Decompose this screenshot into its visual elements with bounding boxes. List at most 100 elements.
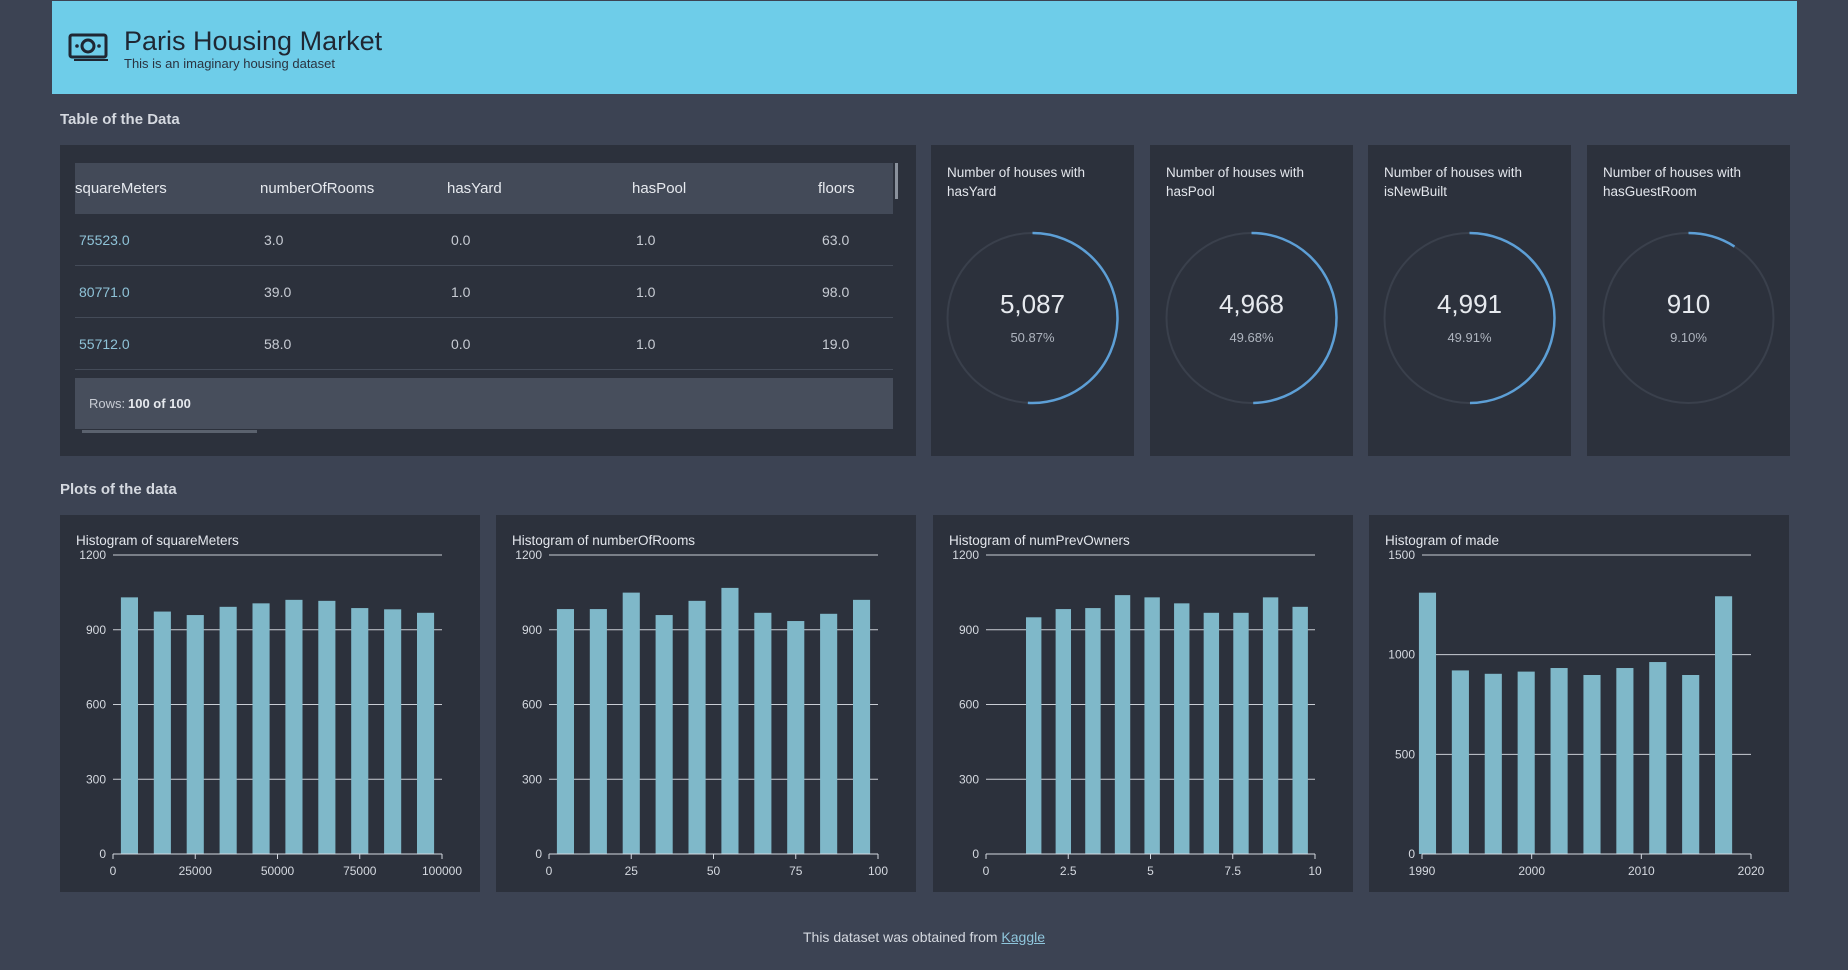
kpi-card: Number of houses with isNewBuilt 4,991 49.…	[1368, 145, 1571, 456]
chart: Histogram of numPrevOwners 0 300 600 900 1200…	[949, 533, 1322, 878]
kpi-card: Number of houses with hasGuestRoom 910 9.1…	[1587, 145, 1790, 456]
x-tick-label: 2010	[1628, 864, 1655, 878]
bar	[787, 621, 805, 854]
kpi-title: Number of houses with hasYard	[947, 165, 1086, 199]
table-card: Rows: 100 of 100 squareMeters numberOfRoo…	[60, 145, 916, 456]
table-header	[75, 163, 893, 214]
x-tick-label: 2.5	[1060, 864, 1077, 878]
ring-arc	[1027, 231, 1119, 405]
bar	[1144, 597, 1160, 854]
table-cell: 75523.0	[79, 232, 130, 248]
chart-card: Histogram of numPrevOwners 0 300 600 900 1200…	[933, 515, 1353, 892]
x-tick-label: 25000	[179, 864, 213, 878]
bar	[120, 597, 139, 854]
table-cell: 80771.0	[79, 284, 130, 300]
footer: This dataset was obtained from Kaggle	[0, 929, 1848, 945]
kpi-card: Number of houses with hasPool 4,968 49.68%	[1150, 145, 1353, 456]
bar	[1583, 674, 1601, 854]
rows-value: 100 of 100	[128, 396, 191, 411]
chart-title: Histogram of squareMeters	[76, 533, 239, 548]
kpi-value: 910	[1667, 289, 1710, 319]
ring-arc	[1688, 231, 1736, 248]
bar	[1616, 668, 1634, 854]
bar	[1203, 612, 1220, 854]
bar	[1484, 673, 1502, 854]
bar	[1114, 595, 1131, 854]
kpi-value: 5,087	[1000, 289, 1065, 319]
y-tick-label: 500	[1395, 747, 1415, 761]
y-tick-label: 1000	[1388, 648, 1415, 662]
column-header: hasYard	[447, 180, 502, 197]
bar	[416, 612, 435, 854]
kpi-title: Number of houses with hasPool	[1166, 165, 1305, 199]
kaggle-link[interactable]: Kaggle	[1001, 929, 1046, 945]
bar	[1262, 597, 1279, 854]
table-cell: 19.0	[822, 336, 850, 352]
x-tick-label: 2020	[1738, 864, 1765, 878]
column-header: floors	[818, 180, 855, 197]
y-tick-label: 600	[522, 698, 542, 712]
table-cell: 63.0	[822, 232, 850, 248]
x-tick-label: 50	[707, 864, 721, 878]
y-tick-label: 1500	[1388, 548, 1415, 562]
bar	[1026, 617, 1042, 854]
bar	[351, 608, 369, 854]
h-scrollbar	[82, 430, 257, 433]
x-tick-label: 50000	[261, 864, 295, 878]
chart: Histogram of squareMeters 0 300 600 900 1200 0…	[76, 533, 462, 878]
bar	[1649, 662, 1667, 854]
bar	[754, 612, 772, 854]
bar	[285, 599, 303, 854]
bar	[1174, 603, 1190, 854]
y-tick-label: 1200	[952, 548, 979, 562]
column-header: hasPool	[632, 180, 687, 197]
bar	[1055, 609, 1072, 854]
table-cell: 1.0	[636, 232, 656, 248]
y-tick-label: 900	[959, 623, 979, 637]
x-tick-label: 100	[868, 864, 888, 878]
column-header: squareMeters	[75, 180, 167, 197]
chart-card: Histogram of squareMeters 0 300 600 900 1200 0…	[60, 515, 480, 892]
footer-text: This dataset was obtained from	[802, 929, 998, 945]
bar	[186, 615, 204, 854]
x-tick-label: 75000	[343, 864, 377, 878]
table-cell: 58.0	[264, 336, 292, 352]
money-icon	[68, 33, 108, 61]
x-tick-label: 1990	[1409, 864, 1436, 878]
y-tick-label: 1200	[79, 548, 106, 562]
chart-title: Histogram of numberOfRooms	[512, 533, 695, 548]
table-cell: 0.0	[451, 336, 471, 352]
x-tick-label: 0	[110, 864, 117, 878]
y-tick-label: 0	[535, 847, 542, 861]
x-tick-label: 75	[789, 864, 803, 878]
bar	[655, 615, 673, 854]
bar	[589, 609, 607, 854]
kpi-value: 4,968	[1219, 289, 1284, 319]
bar	[252, 603, 270, 854]
table-cell: 1.0	[636, 284, 656, 300]
table-cell: 0.0	[451, 232, 471, 248]
row-divider	[75, 369, 893, 370]
chart-card: Histogram of numberOfRooms 0 300 600 900 1200…	[496, 515, 916, 892]
row-divider	[75, 265, 893, 266]
chart-title: Histogram of numPrevOwners	[949, 533, 1130, 548]
bar	[852, 599, 871, 854]
bar	[1550, 668, 1568, 854]
y-tick-label: 300	[522, 772, 542, 786]
x-tick-label: 100000	[422, 864, 462, 878]
kpi-card: Number of houses with hasYard 5,087 50.87%	[931, 145, 1134, 456]
table-cell: 1.0	[636, 336, 656, 352]
page-subtitle: This is an imaginary housing dataset	[124, 56, 336, 71]
chart-title: Histogram of made	[1385, 533, 1499, 548]
x-tick-label: 25	[625, 864, 639, 878]
ring-arc	[1251, 231, 1338, 405]
table-cell: 98.0	[822, 284, 850, 300]
bar	[318, 600, 336, 854]
x-tick-label: 0	[546, 864, 553, 878]
chart-card: Histogram of made 0 500 1000 1500 1990 2000 201…	[1369, 515, 1789, 892]
bar	[1233, 612, 1249, 854]
bar	[1451, 670, 1469, 854]
bar	[1292, 606, 1308, 854]
y-tick-label: 1200	[515, 548, 542, 562]
